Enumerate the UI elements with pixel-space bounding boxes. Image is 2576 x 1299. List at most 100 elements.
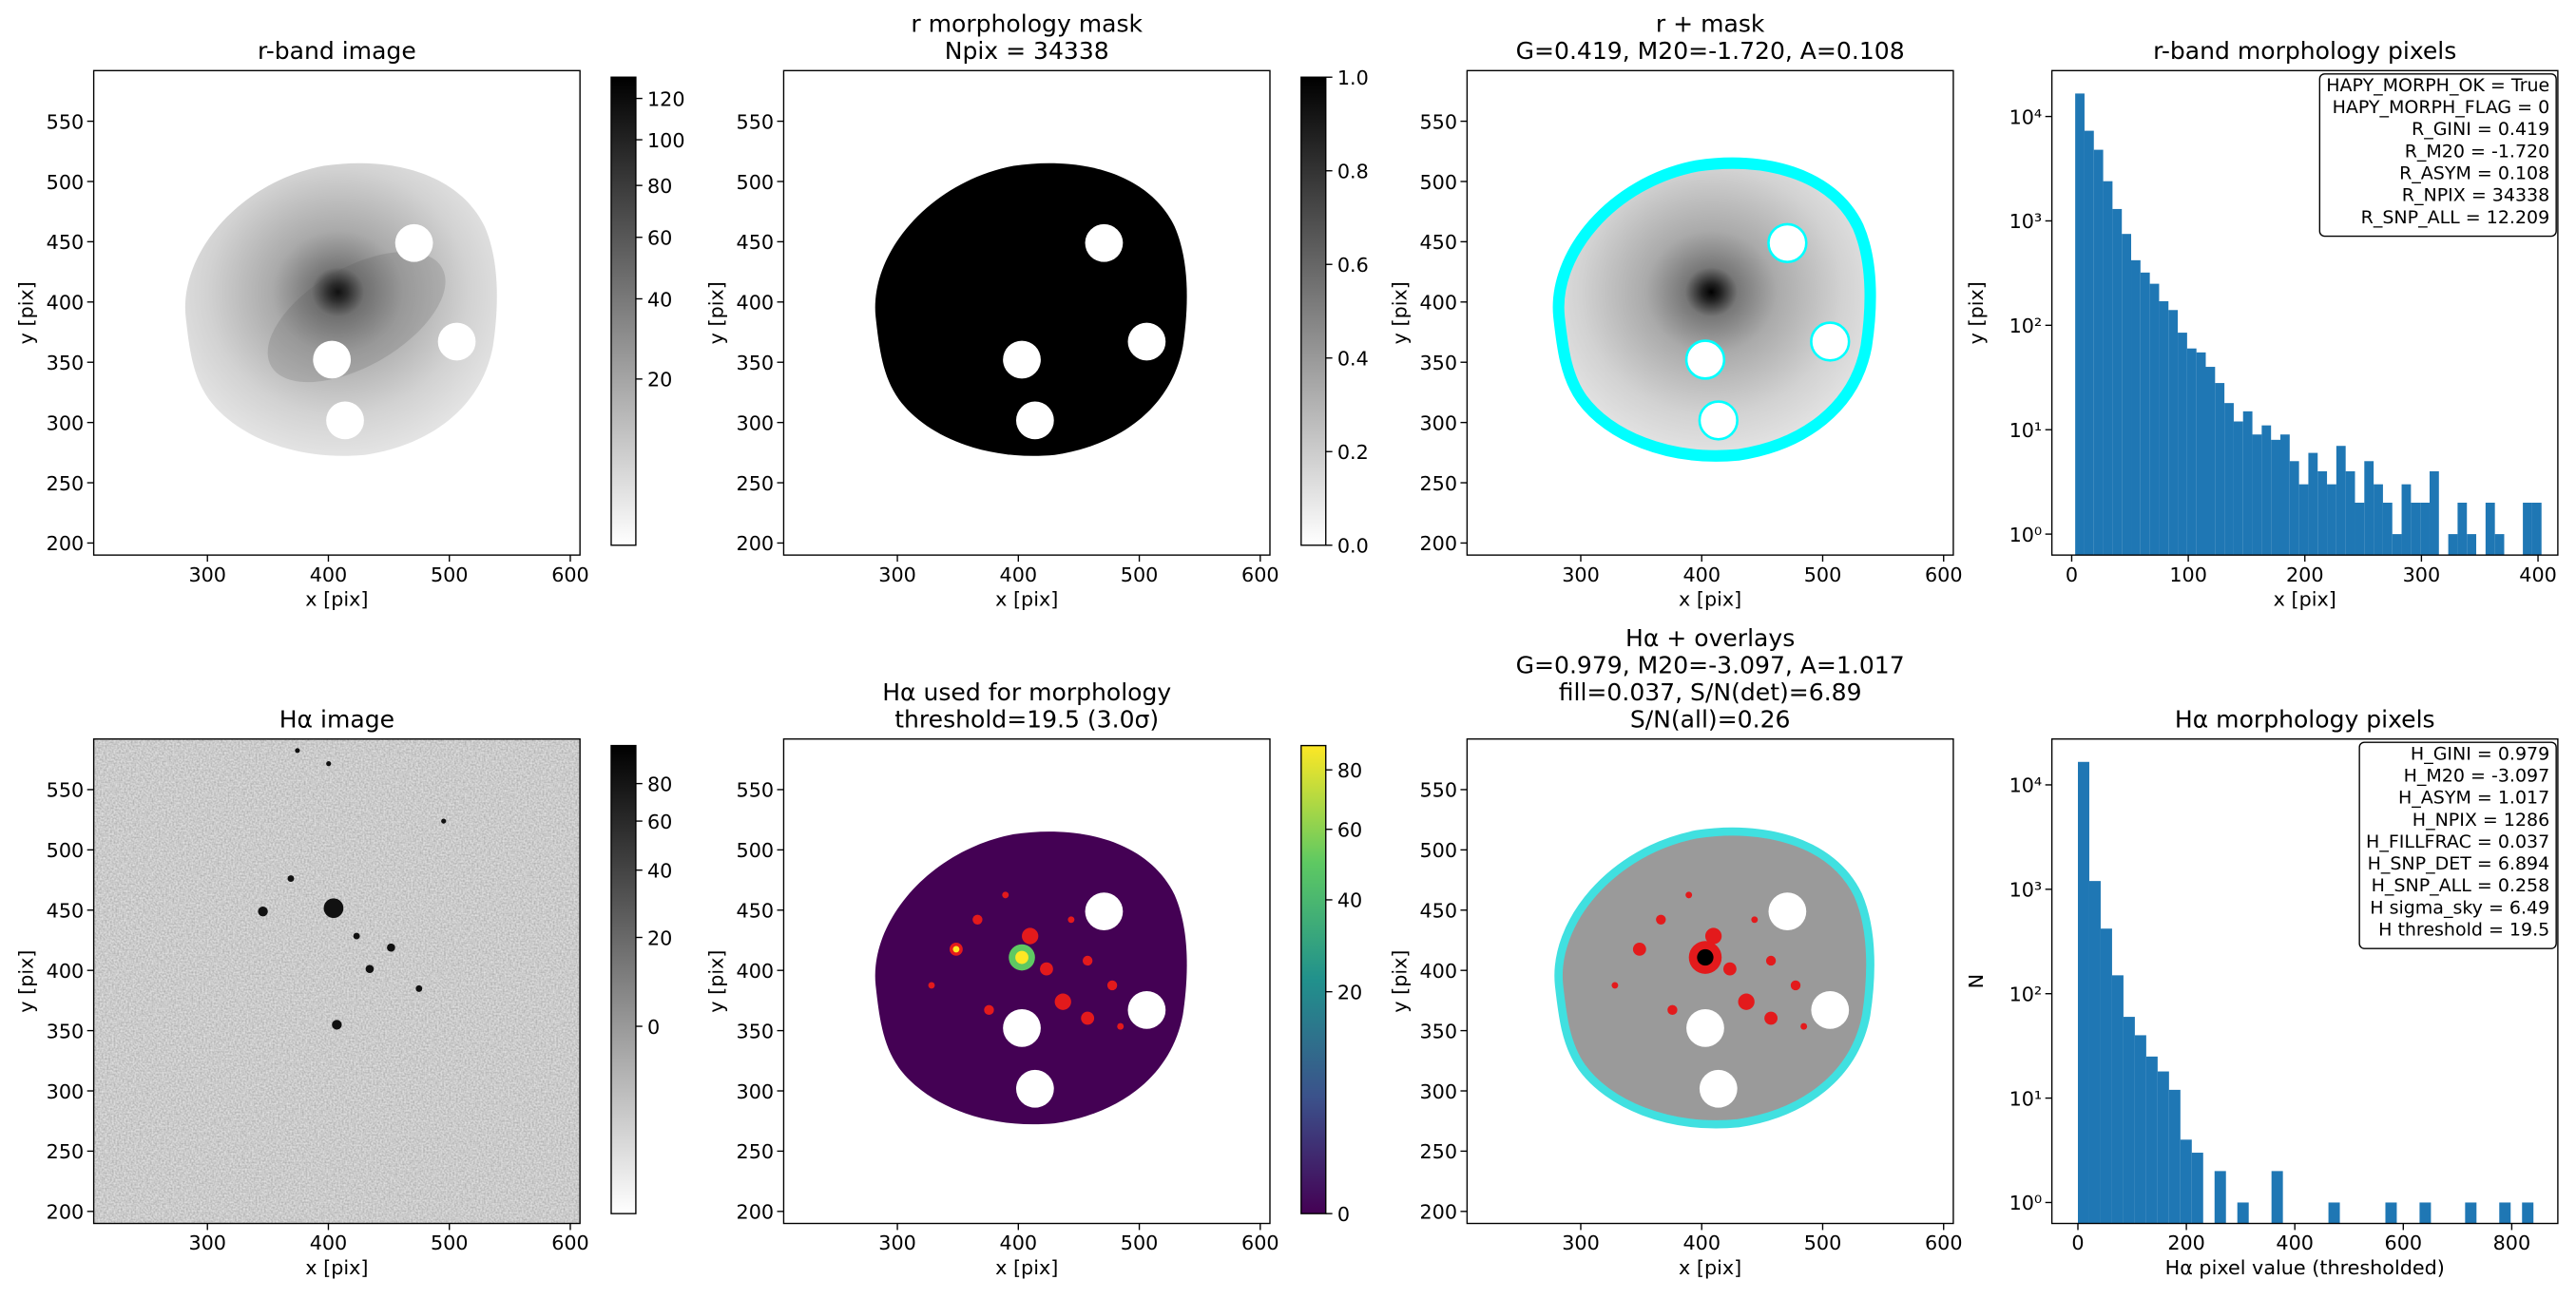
axes-frame: [2050, 69, 2559, 556]
histogram-bar: [2411, 503, 2421, 556]
image-detail: [1698, 400, 1739, 441]
chart-title: fill=0.037, S/N(det)=6.89: [1559, 678, 1862, 706]
y-tick-label: 300: [737, 1080, 775, 1103]
image-detail: [1768, 892, 1807, 931]
x-tick-label: 400: [1682, 1232, 1721, 1254]
image-detail: [1127, 990, 1166, 1029]
image-detail: [1684, 339, 1726, 380]
y-tick-label: 400: [47, 292, 85, 315]
image-detail: [928, 982, 935, 989]
image-detail: [1015, 1069, 1054, 1108]
histogram-bar: [2355, 503, 2365, 556]
x-axis-label: Hα pixel value (thresholded): [2165, 1256, 2445, 1279]
x-tick-label: 400: [1000, 564, 1038, 586]
colorbar-tick-label: 0.2: [1337, 441, 1369, 464]
halpha-morph-image: [875, 831, 1187, 1125]
histogram-bar: [2214, 1171, 2226, 1224]
chart-title: G=0.979, M20=-3.097, A=1.017: [1516, 652, 1905, 679]
histogram-bar: [2131, 259, 2141, 556]
image-detail: [1790, 980, 1801, 991]
histogram-bar: [2075, 93, 2085, 556]
histogram-bar: [2168, 1089, 2181, 1224]
histogram-bar: [2531, 503, 2542, 556]
image-detail: [1699, 1069, 1738, 1108]
colorbar-tick-label: 0.4: [1337, 348, 1369, 371]
histogram-bar: [2429, 470, 2439, 556]
y-axis-label: y [pix]: [15, 281, 38, 344]
y-tick-label: 10⁴: [2009, 105, 2043, 128]
y-tick-label: 500: [1419, 171, 1457, 194]
y-tick-label: 300: [1419, 411, 1457, 434]
x-tick-label: 300: [878, 1232, 916, 1254]
histogram-bar: [2134, 1035, 2146, 1224]
histogram-bar: [2419, 1202, 2432, 1224]
image-detail: [1003, 340, 1041, 379]
masked-stars: [313, 223, 476, 440]
x-axis-label: x [pix]: [1679, 1256, 1741, 1279]
y-tick-label: 300: [737, 411, 775, 434]
chart-title: Hα morphology pixels: [2175, 706, 2435, 734]
image-detail: [1054, 993, 1071, 1010]
image-detail: [1686, 1008, 1724, 1047]
chart-title: S/N(all)=0.26: [1630, 706, 1791, 734]
colorbar-tick-label: 60: [1337, 819, 1362, 842]
colorbar-tick-label: 60: [647, 811, 672, 833]
image-detail: [1704, 927, 1722, 945]
y-tick-label: 550: [47, 779, 85, 802]
core: [1015, 950, 1028, 965]
masked-stars: [1684, 222, 1851, 441]
image-detail: [1685, 891, 1693, 899]
histogram-bar: [2100, 928, 2112, 1224]
colorbar-tick-label: 40: [647, 288, 672, 311]
histogram-bar: [2205, 367, 2216, 556]
y-tick-label: 450: [737, 231, 775, 254]
y-tick-label: 200: [47, 532, 85, 555]
histogram-bar: [2224, 403, 2234, 556]
image-detail: [365, 965, 375, 973]
y-tick-label: 550: [737, 779, 775, 802]
y-axis-label: y [pix]: [705, 281, 728, 344]
y-tick-label: 250: [47, 472, 85, 495]
image-detail: [1082, 955, 1093, 966]
colorbar-tick-label: 40: [1337, 889, 1362, 912]
colorbar-tick-label: 20: [647, 926, 672, 949]
histogram-bar: [2364, 461, 2374, 556]
histogram-bar: [2289, 461, 2299, 556]
x-tick-label: 300: [188, 1232, 226, 1254]
x-tick-label: 500: [431, 1232, 469, 1254]
image-detail: [323, 898, 344, 919]
image-detail: [326, 401, 364, 440]
y-tick-label: 350: [47, 1020, 85, 1042]
histogram-bar: [2122, 234, 2132, 556]
histogram-bar: [2242, 411, 2253, 556]
y-tick-label: 500: [47, 171, 85, 194]
y-tick-label: 550: [1419, 110, 1457, 133]
x-tick-label: 400: [310, 1232, 348, 1254]
annotation-text: R_M20 = -1.720: [2405, 141, 2550, 162]
axes-frame: [1466, 737, 1954, 1225]
colorbar: [610, 76, 637, 546]
annotation-text: H sigma_sky = 6.49: [2370, 897, 2549, 918]
y-axis-label: y [pix]: [1965, 281, 1988, 344]
image-detail: [1811, 990, 1850, 1029]
image-detail: [1003, 1008, 1041, 1047]
chart-title: threshold=19.5 (3.0σ): [894, 706, 1159, 734]
histogram-bar: [2499, 1202, 2511, 1224]
y-tick-label: 300: [47, 1080, 85, 1103]
mask-image: [875, 162, 1187, 456]
x-tick-label: 200: [2167, 1232, 2205, 1254]
histogram-bar: [2159, 301, 2169, 556]
histogram-bar: [2457, 503, 2468, 556]
y-tick-label: 400: [1419, 960, 1457, 983]
x-axis-label: x [pix]: [995, 1256, 1058, 1279]
y-tick-label: 350: [737, 352, 775, 374]
r-band-image: [184, 162, 497, 456]
x-axis-label: x [pix]: [995, 588, 1058, 611]
y-tick-label: 550: [47, 110, 85, 133]
histogram-bar: [2233, 421, 2243, 556]
y-tick-label: 200: [737, 532, 775, 555]
axes-frame: [1466, 69, 1954, 556]
histogram-bar: [2196, 352, 2206, 556]
image-detail: [1002, 891, 1009, 899]
x-tick-label: 500: [1121, 1232, 1159, 1254]
